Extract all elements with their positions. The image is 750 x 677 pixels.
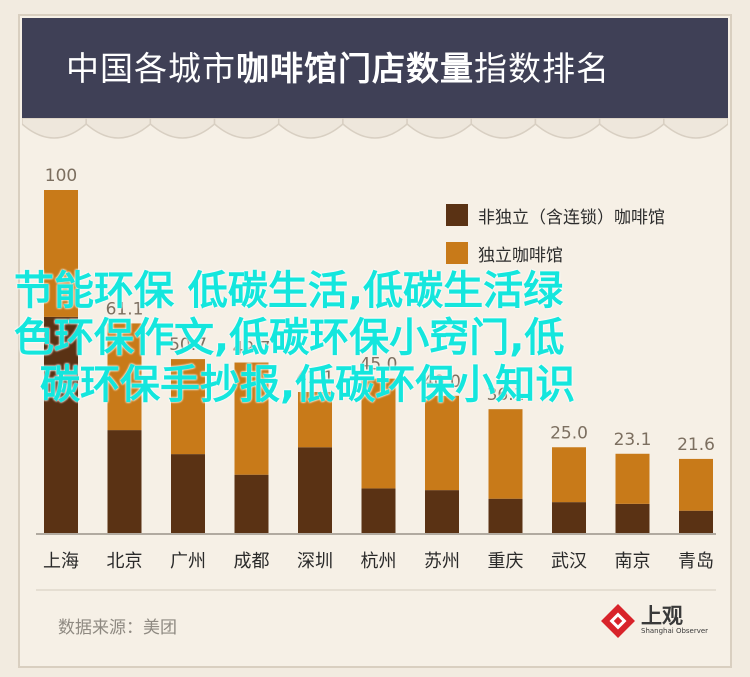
bar-total-label: 23.1: [614, 430, 652, 450]
overlay-line-2: 色环保作文,低碳环保小窍门,低: [14, 315, 565, 361]
bar-segment-independent: [488, 409, 523, 499]
x-tick-label: 广州: [170, 551, 206, 572]
bar-segment-independent: [298, 392, 332, 448]
bar-segment-chain: [488, 498, 523, 533]
chart-title: 中国各城市咖啡馆门店数量指数排名: [66, 42, 610, 90]
bar-segment-independent: [171, 359, 205, 455]
bar-segment-independent: [44, 190, 78, 317]
x-tick-label: 青岛: [678, 551, 714, 572]
awning-decoration: [22, 118, 728, 139]
bar-total-label: 61.1: [106, 299, 144, 319]
legend-swatch-independent: [446, 242, 468, 264]
legend: 非独立（含连锁）咖啡馆 独立咖啡馆: [446, 204, 665, 280]
title-bold: 咖啡馆门店数量: [236, 49, 474, 88]
title-banner: [22, 18, 728, 118]
bar-total-label: 50.7: [169, 335, 207, 355]
bar-segment-chain: [425, 490, 459, 533]
bar-total-label: 49.7: [233, 339, 271, 359]
bar-segment-independent: [107, 323, 142, 431]
legend-label-independent: 独立咖啡馆: [478, 245, 563, 266]
source-note: 数据来源：美团: [58, 618, 177, 638]
bar-segment-chain: [298, 447, 332, 533]
bar-segment-independent: [552, 447, 586, 503]
x-tick-label: 武汉: [551, 551, 587, 572]
bar-segment-chain: [679, 510, 713, 533]
bar-segment-independent: [679, 458, 713, 511]
bar-segment-independent: [615, 453, 650, 504]
bar-total-label: 21.6: [677, 435, 715, 455]
bar-segment-chain: [107, 430, 142, 533]
overlay-line-1: 节能环保 低碳生活,低碳生活绿: [14, 268, 564, 314]
bar-segment-independent: [361, 378, 396, 489]
logo-text-en: Shanghai Observer: [641, 627, 709, 635]
legend-item-chain: 非独立（含连锁）咖啡馆: [446, 204, 665, 228]
bar-total-label: 40.0: [423, 372, 461, 392]
x-tick-label: 北京: [107, 551, 143, 572]
x-tick-label: 深圳: [297, 551, 333, 572]
shanghai-observer-logo[interactable]: 上观 Shanghai Observer: [601, 600, 711, 640]
bar-segment-chain: [234, 474, 269, 533]
bar-segment-independent: [234, 362, 269, 475]
awning-scallop: [663, 118, 728, 139]
bar-total-label: 36.1: [487, 385, 525, 405]
bar-total-label: 41.1: [296, 368, 334, 388]
bar-total-label: 100: [45, 166, 77, 186]
logo-mark-icon: [601, 604, 635, 638]
bar-segment-chain: [171, 454, 205, 533]
title-suffix: 指数排名: [474, 49, 610, 88]
legend-item-independent: 独立咖啡馆: [446, 242, 665, 266]
bar-total-label: 25.0: [550, 423, 588, 443]
bar-total-label: 45.0: [360, 355, 398, 375]
x-tick-label: 杭州: [361, 551, 397, 572]
logo-text-cn: 上观: [641, 604, 683, 628]
x-tick-label: 重庆: [488, 551, 524, 572]
x-tick-label: 成都: [234, 551, 270, 572]
x-tick-label: 南京: [615, 551, 651, 572]
bar-segment-chain: [44, 316, 78, 533]
overlay-line-3: 碳环保手抄报,低碳环保小知识: [40, 362, 576, 408]
bar-segment-chain: [361, 488, 396, 533]
bar-segment-chain: [552, 502, 586, 533]
bar-segment-independent: [425, 395, 459, 491]
title-regular: 中国各城市: [66, 49, 236, 88]
legend-swatch-chain: [446, 204, 468, 226]
overlay-caption: 节能环保 低碳生活,低碳生活绿 色环保作文,低碳环保小窍门,低 碳环保手抄报,低…: [14, 268, 714, 409]
legend-label-chain: 非独立（含连锁）咖啡馆: [478, 207, 665, 228]
x-tick-label: 苏州: [424, 551, 460, 572]
bar-segment-chain: [615, 503, 650, 533]
x-tick-label: 上海: [43, 551, 79, 572]
